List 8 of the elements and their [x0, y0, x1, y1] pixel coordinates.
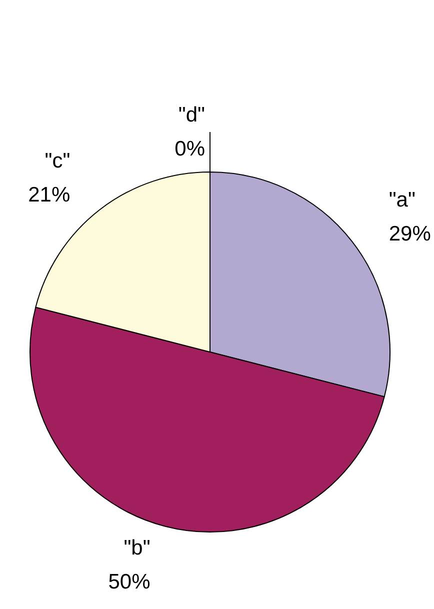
slice-label: "b": [124, 536, 150, 560]
data-label: 21%: [28, 184, 70, 207]
slice-label: "a": [388, 188, 416, 212]
data-label: 29%: [388, 222, 431, 246]
text: 0%: [174, 138, 205, 160]
data-label: 50%: [108, 570, 150, 594]
category-label: "d": [178, 104, 205, 126]
slice-label: "c": [44, 150, 70, 173]
